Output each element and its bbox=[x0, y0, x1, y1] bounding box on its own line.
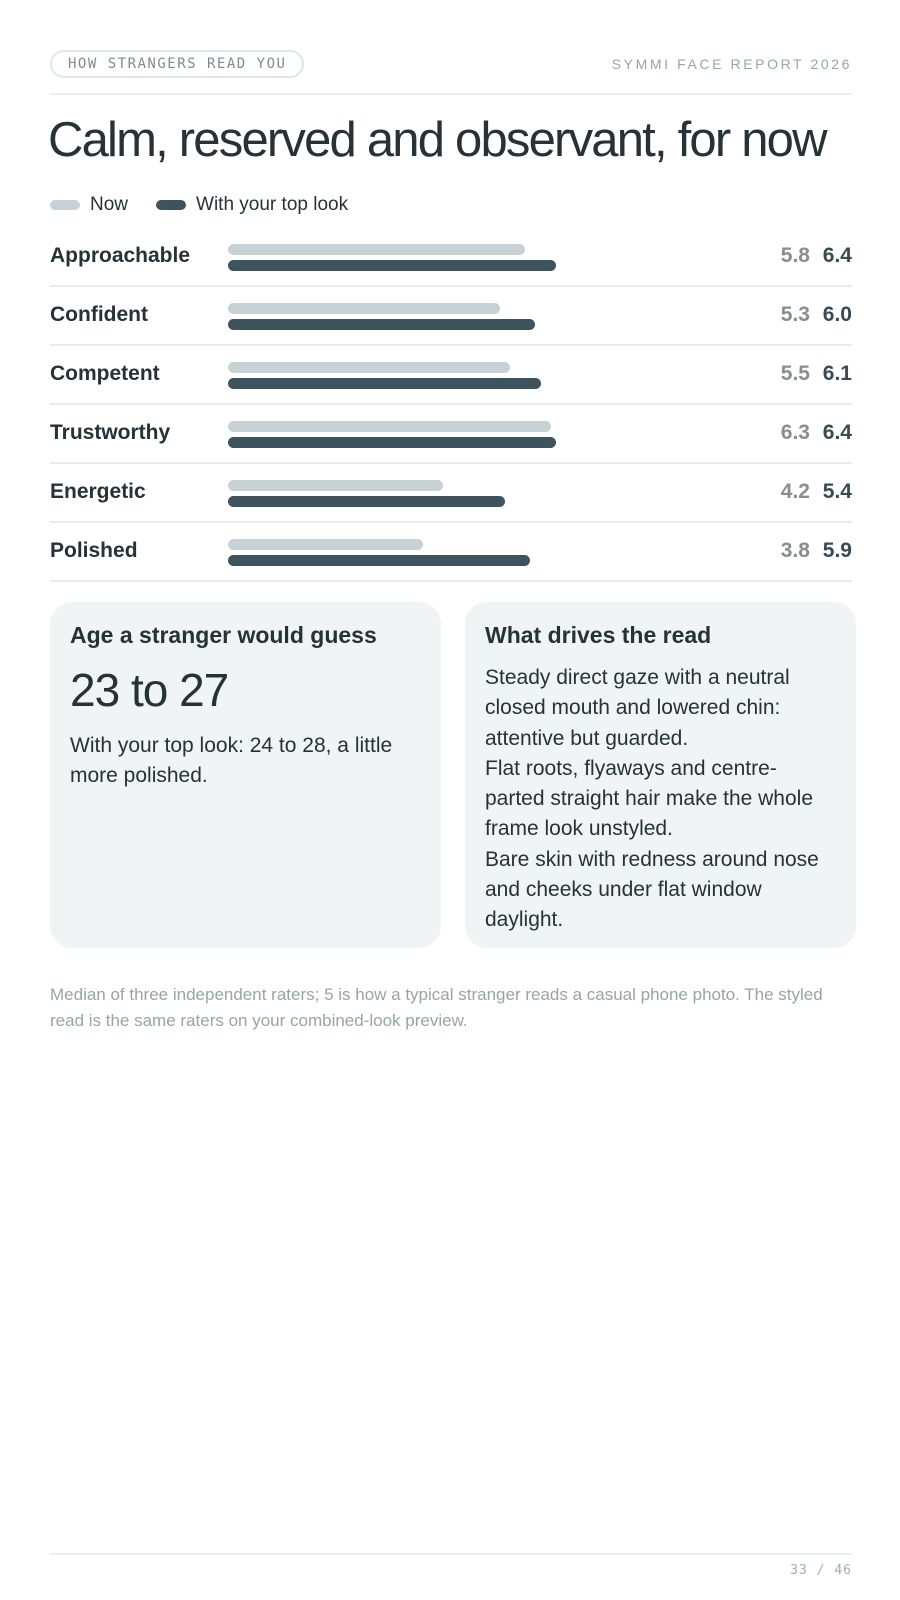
bar-now bbox=[228, 480, 444, 491]
value-top-look: 6.1 bbox=[822, 362, 852, 385]
trait-bar-track bbox=[228, 480, 698, 510]
drivers-card: What drives the read Steady direct gaze … bbox=[465, 602, 856, 948]
value-top-look: 6.4 bbox=[822, 244, 852, 267]
value-now: 4.2 bbox=[780, 480, 810, 503]
driver-item: Steady direct gaze with a neutral closed… bbox=[485, 666, 790, 750]
legend-label-top-look: With your top look bbox=[196, 194, 349, 215]
bar-top-look bbox=[228, 555, 531, 566]
trait-bar-track bbox=[228, 244, 698, 274]
bar-now bbox=[228, 539, 423, 550]
value-now: 5.8 bbox=[780, 244, 810, 267]
value-top-look: 6.4 bbox=[822, 421, 852, 444]
report-brand: SYMMI FACE REPORT 2026 bbox=[611, 56, 852, 72]
value-now: 5.3 bbox=[780, 303, 810, 326]
trait-label: Confident bbox=[50, 303, 148, 326]
trait-bar-track bbox=[228, 362, 698, 392]
trait-row: Approachable 5.8 6.4 bbox=[50, 228, 852, 287]
trait-bar-chart: Approachable 5.8 6.4 Confident 5.3 6.0 Compete… bbox=[50, 228, 852, 582]
legend-item-top-look: With your top look bbox=[156, 194, 348, 216]
bar-top-look bbox=[228, 378, 541, 389]
trait-row: Polished 3.8 5.9 bbox=[50, 523, 852, 582]
bar-now bbox=[228, 362, 510, 373]
trait-bar-track bbox=[228, 539, 698, 569]
page-header: HOW STRANGERS READ YOU SYMMI FACE REPORT… bbox=[50, 50, 852, 80]
age-card-title: Age a stranger would guess bbox=[70, 622, 377, 648]
driver-item: Bare skin with redness around nose and c… bbox=[485, 847, 819, 932]
age-guess-card: Age a stranger would guess 23 to 27 With… bbox=[50, 602, 441, 948]
bar-top-look bbox=[228, 496, 505, 507]
bar-now bbox=[228, 303, 500, 314]
trait-row: Trustworthy 6.3 6.4 bbox=[50, 405, 852, 464]
legend-label-now: Now bbox=[90, 194, 129, 215]
value-now: 6.3 bbox=[780, 421, 810, 444]
methodology-footnote: Median of three independent raters; 5 is… bbox=[50, 985, 823, 1030]
page-title: Calm, reserved and observant, for now bbox=[48, 113, 828, 167]
bar-top-look bbox=[228, 319, 536, 330]
chart-legend: Now With your top look bbox=[50, 192, 376, 218]
age-card-note: With your top look: 24 to 28, a little m… bbox=[70, 734, 393, 787]
value-top-look: 5.9 bbox=[822, 539, 852, 562]
bar-top-look bbox=[228, 437, 556, 448]
bar-top-look bbox=[228, 260, 556, 271]
page-number: 33 / 46 bbox=[790, 1563, 852, 1578]
trait-bar-track bbox=[228, 303, 698, 333]
trait-row: Energetic 4.2 5.4 bbox=[50, 464, 852, 523]
legend-swatch-now bbox=[50, 200, 80, 210]
value-top-look: 5.4 bbox=[822, 480, 852, 503]
section-label: HOW STRANGERS READ YOU bbox=[50, 50, 305, 78]
bar-now bbox=[228, 244, 526, 255]
value-now: 3.8 bbox=[780, 539, 810, 562]
trait-row: Confident 5.3 6.0 bbox=[50, 287, 852, 346]
trait-label: Trustworthy bbox=[50, 421, 171, 444]
header-divider bbox=[50, 93, 852, 95]
legend-swatch-top-look bbox=[156, 200, 187, 210]
trait-label: Approachable bbox=[50, 244, 191, 267]
legend-item-now: Now bbox=[50, 194, 128, 216]
report-page: HOW STRANGERS READ YOU SYMMI FACE REPORT… bbox=[48, 0, 856, 1600]
trait-label: Energetic bbox=[50, 480, 146, 503]
value-top-look: 6.0 bbox=[822, 303, 852, 326]
age-range-value: 23 to 27 bbox=[70, 664, 229, 716]
footer-divider bbox=[50, 1553, 852, 1555]
trait-label: Competent bbox=[50, 362, 160, 385]
drivers-card-title: What drives the read bbox=[485, 622, 712, 648]
trait-bar-track bbox=[228, 421, 698, 451]
value-now: 5.5 bbox=[780, 362, 810, 385]
bar-now bbox=[228, 421, 551, 432]
driver-item: Flat roots, flyaways and centre-parted s… bbox=[485, 756, 814, 841]
trait-row: Competent 5.5 6.1 bbox=[50, 346, 852, 405]
trait-label: Polished bbox=[50, 539, 138, 562]
